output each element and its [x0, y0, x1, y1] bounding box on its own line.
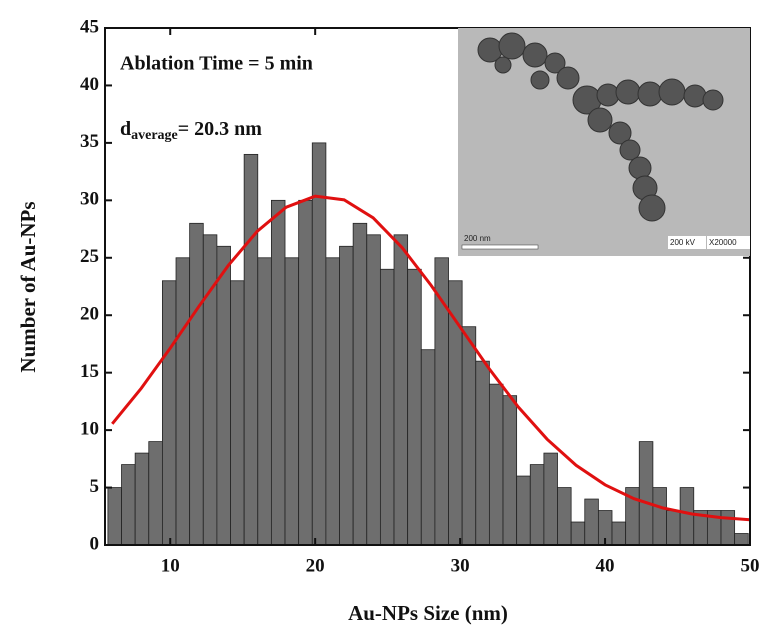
bar	[216, 245, 231, 546]
bar	[461, 326, 477, 546]
bar	[148, 441, 163, 546]
bar	[243, 153, 259, 546]
bar	[339, 245, 354, 546]
scale-label: 200 nm	[464, 234, 491, 243]
bar	[502, 395, 518, 546]
annotation-sub: average	[131, 128, 178, 143]
y-axis-title: Number of Au-NPs	[16, 201, 40, 372]
particles	[477, 32, 724, 222]
inset-image: 200 nm 200 kV X20000	[458, 28, 750, 256]
bar	[488, 383, 504, 546]
bar	[570, 521, 586, 546]
bar	[134, 452, 150, 546]
mag-label: X20000	[709, 238, 737, 247]
mag-box	[707, 236, 750, 249]
bar	[311, 142, 327, 546]
bar	[557, 487, 572, 546]
annotation: daverage= 20.3 nm	[120, 118, 262, 144]
bar	[679, 487, 695, 546]
bar	[284, 257, 300, 546]
bar	[298, 199, 313, 546]
bar	[230, 280, 245, 546]
y-tick-label: 15	[80, 361, 99, 382]
bar	[189, 222, 204, 546]
annotation-rest: = 20.3 nm	[178, 118, 263, 140]
bar	[516, 475, 531, 546]
bar	[379, 268, 395, 546]
y-tick-label: 40	[80, 74, 99, 95]
bar	[543, 452, 558, 546]
bar	[325, 257, 340, 546]
x-tick-label: 30	[451, 555, 470, 576]
x-tick-label: 10	[161, 555, 180, 576]
bar	[529, 464, 545, 546]
y-tick-label: 45	[80, 16, 99, 37]
bar	[652, 487, 667, 546]
bar	[202, 234, 218, 546]
bar	[611, 521, 627, 546]
bar	[420, 349, 436, 546]
bar	[734, 533, 749, 546]
fit-curve	[111, 194, 751, 522]
kv-label: 200 kV	[670, 238, 696, 247]
bar	[720, 510, 736, 546]
bar	[366, 234, 381, 546]
x-tick-label: 40	[596, 555, 615, 576]
y-tick-label: 35	[80, 131, 99, 152]
y-tick-label: 10	[80, 418, 99, 439]
kv-box	[668, 236, 706, 249]
bar	[107, 487, 122, 546]
x-tick-label: 50	[741, 555, 760, 576]
x-axis-title: Au-NPs Size (nm)	[348, 601, 508, 625]
y-tick-label: 0	[90, 533, 100, 554]
bar	[352, 222, 368, 546]
y-tick-label: 25	[80, 246, 99, 267]
annotation: Ablation Time = 5 min	[120, 53, 313, 75]
scale-bar	[461, 244, 539, 250]
bar	[257, 257, 272, 546]
bar	[666, 510, 681, 546]
y-tick-label: 20	[80, 304, 99, 325]
bar	[475, 360, 490, 546]
bar	[393, 234, 409, 546]
bar	[407, 268, 422, 546]
annotation-d: d	[120, 118, 131, 140]
bar	[584, 498, 599, 546]
plot-area: 0 5 10 15 20 25 30 35 40 45 10 20 30 40 50	[80, 16, 760, 576]
x-tick-label: 20	[306, 555, 325, 576]
bar	[175, 257, 191, 546]
bar	[270, 199, 286, 546]
bar	[121, 464, 136, 546]
plot-frame	[104, 27, 751, 546]
y-tick-label: 30	[80, 189, 99, 210]
y-tick-label: 5	[90, 476, 100, 497]
bar	[161, 280, 177, 546]
bar	[638, 441, 654, 546]
